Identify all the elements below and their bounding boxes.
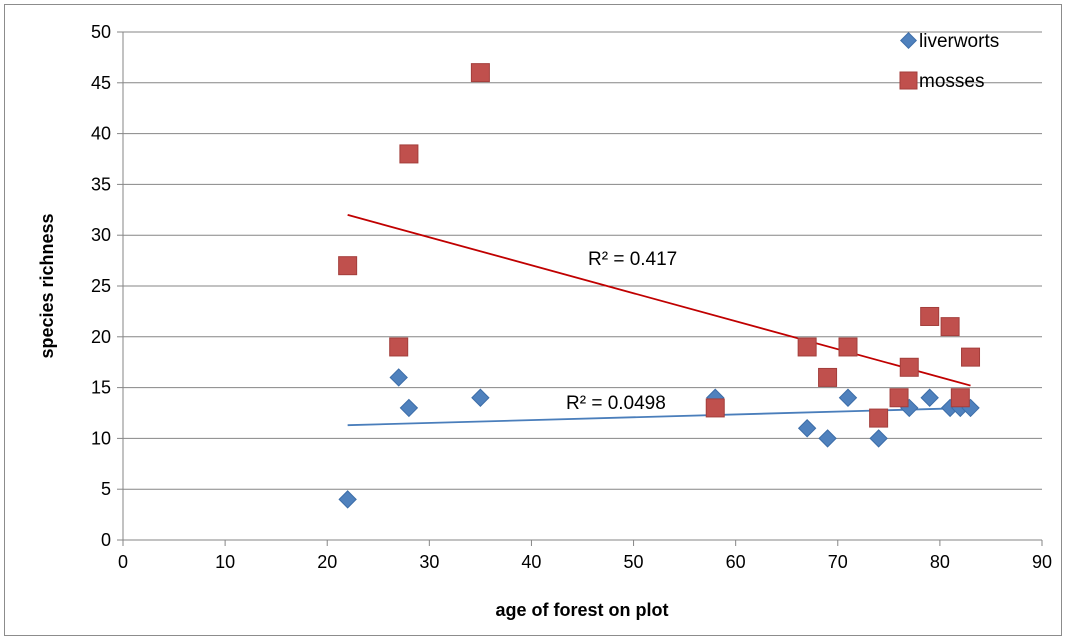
mosses-r2-label: R² = 0.417 bbox=[588, 249, 677, 270]
mosses-point-5 bbox=[797, 337, 817, 357]
mosses-point-7 bbox=[838, 337, 858, 357]
liverworts-r2-label: R² = 0.0498 bbox=[566, 393, 666, 414]
y-tick-label-45: 45 bbox=[91, 73, 111, 93]
legend-item-liverworts: liverworts bbox=[900, 31, 999, 52]
y-tick-label-30: 30 bbox=[91, 225, 111, 245]
mosses-point-10 bbox=[899, 357, 919, 377]
axes bbox=[117, 31, 1043, 546]
legend-marker-liverworts bbox=[900, 32, 917, 49]
liverworts-point-5 bbox=[797, 419, 817, 438]
legend-label-mosses: mosses bbox=[919, 71, 984, 92]
y-axis-title: species richness bbox=[37, 213, 57, 358]
mosses-point-3 bbox=[470, 63, 490, 83]
x-tick-label-60: 60 bbox=[726, 552, 746, 572]
mosses-point-14 bbox=[961, 347, 981, 367]
liverworts-point-11 bbox=[920, 388, 939, 407]
liverworts-point-7 bbox=[838, 388, 858, 407]
x-axis-title: age of forest on plot bbox=[496, 600, 669, 620]
x-tick-label-40: 40 bbox=[521, 552, 541, 572]
mosses-point-11 bbox=[920, 306, 940, 326]
y-tick-label-25: 25 bbox=[91, 276, 111, 296]
y-tick-label-35: 35 bbox=[91, 174, 111, 194]
y-tick-label-50: 50 bbox=[91, 22, 111, 42]
legend-marker-mosses bbox=[899, 71, 918, 90]
x-tick-label-70: 70 bbox=[828, 552, 848, 572]
x-tick-label-30: 30 bbox=[419, 552, 439, 572]
liverworts-point-8 bbox=[869, 429, 888, 448]
liverworts-point-0 bbox=[338, 490, 357, 509]
x-tick-label-80: 80 bbox=[930, 552, 950, 572]
x-tick-label-0: 0 bbox=[118, 552, 128, 572]
mosses-point-2 bbox=[399, 144, 419, 164]
gridlines bbox=[123, 31, 1042, 490]
x-tick-label-50: 50 bbox=[624, 552, 644, 572]
x-tick-label-90: 90 bbox=[1032, 552, 1052, 572]
y-tick-label-20: 20 bbox=[91, 327, 111, 347]
mosses-point-0 bbox=[338, 256, 358, 276]
y-tick-label-5: 5 bbox=[101, 479, 111, 499]
mosses-trendline bbox=[347, 214, 971, 387]
liverworts-point-6 bbox=[818, 429, 837, 448]
legend: liverworts mosses bbox=[899, 31, 999, 92]
chart-area bbox=[4, 4, 1062, 636]
mosses-point-6 bbox=[818, 367, 838, 387]
y-tick-label-15: 15 bbox=[91, 378, 111, 398]
mosses-point-13 bbox=[950, 388, 970, 408]
liverworts-point-3 bbox=[471, 388, 490, 407]
tick-labels: 0 5 10 15 20 25 30 35 40 45 50 0 10 20 30 40 50 60 70 80 90 bbox=[91, 22, 1052, 572]
x-tick-label-10: 10 bbox=[215, 552, 235, 572]
y-tick-label-0: 0 bbox=[101, 530, 111, 550]
x-tick-label-20: 20 bbox=[317, 552, 337, 572]
trendlines bbox=[347, 214, 971, 427]
legend-label-liverworts: liverworts bbox=[919, 31, 999, 52]
data-points bbox=[338, 63, 981, 509]
mosses-point-12 bbox=[940, 317, 960, 337]
legend-item-mosses: mosses bbox=[899, 71, 984, 92]
mosses-point-1 bbox=[389, 337, 409, 357]
liverworts-point-2 bbox=[399, 398, 419, 418]
y-tick-label-10: 10 bbox=[91, 428, 111, 448]
liverworts-trendline bbox=[347, 407, 971, 427]
liverworts-point-1 bbox=[389, 368, 408, 387]
mosses-point-8 bbox=[869, 408, 889, 428]
mosses-point-9 bbox=[889, 388, 909, 408]
y-tick-label-40: 40 bbox=[91, 124, 111, 144]
mosses-point-4 bbox=[705, 398, 725, 418]
